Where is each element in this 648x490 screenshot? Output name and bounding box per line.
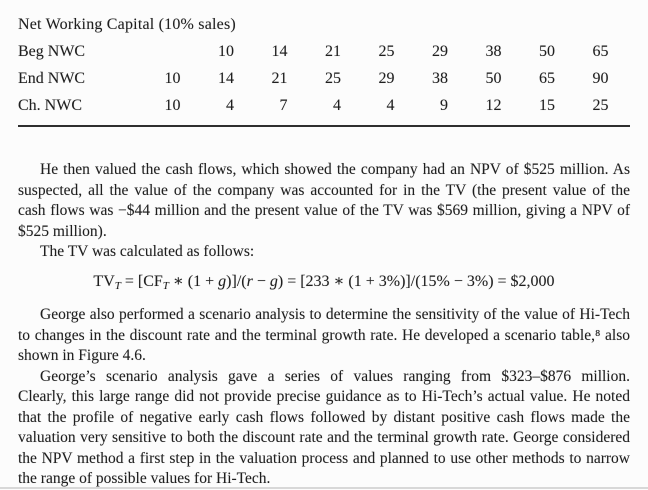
table-cell: 25	[378, 43, 395, 60]
table-cell: 38	[485, 43, 502, 60]
nwc-table-title: Net Working Capital (10% sales)	[18, 16, 236, 33]
text-line: to changes in the discount rate and the …	[18, 326, 630, 344]
text-line: that the profile of negative early cash …	[18, 408, 630, 426]
paragraph: The TV was calculated as follows:	[18, 242, 630, 263]
nwc-table-rows: Beg NWC 10 14 21 25 29 38 50 65 End NWC 10 14 21 25 29…	[18, 44, 630, 125]
table-cell: 14	[218, 70, 234, 87]
text-line: George also performed a scenario analysi…	[40, 306, 630, 323]
text-line: He then valued the cash flows, which sho…	[40, 161, 630, 178]
text-line: valuation very sensitive to both the dis…	[18, 429, 630, 446]
row-label: Ch. NWC	[18, 97, 82, 114]
text-line: $525 million).	[18, 222, 107, 240]
table-cell: 7	[279, 97, 288, 114]
table-row: Ch. NWC 10 4 7 4 4 9 12 15 25	[18, 98, 630, 125]
body-text: He then valued the cash flows, which sho…	[18, 160, 630, 490]
nwc-table: Net Working Capital (10% sales) Beg NWC 1…	[18, 17, 630, 127]
tv-formula: TVT = [CFT ∗ (1 + g)]/(r − g) = [233 ∗ (…	[18, 272, 630, 297]
table-cell: 10	[164, 97, 181, 114]
table-cell: 4	[226, 97, 234, 114]
table-cell: 21	[271, 70, 288, 87]
table-cell: 25	[592, 97, 609, 114]
text-line: the range of possible values for Hi-Tech…	[18, 470, 271, 487]
text-line: The TV was calculated as follows:	[40, 243, 255, 260]
text-line: Clearly, this large range did not provid…	[18, 388, 630, 405]
text-line: shown in Figure 4.6.	[18, 347, 146, 364]
formula-segment: TV	[93, 272, 115, 290]
row-label: End NWC	[18, 70, 86, 87]
table-cell: 50	[539, 43, 555, 60]
table-cell: 65	[592, 43, 609, 60]
table-row: Beg NWC 10 14 21 25 29 38 50 65	[18, 44, 630, 71]
table-cell: 50	[485, 70, 502, 87]
paragraph: George also performed a scenario analysi…	[18, 305, 630, 367]
text-line: George’s scenario analysis gave a series…	[40, 367, 630, 385]
formula-segment: g	[218, 272, 227, 290]
formula-segment: T	[114, 279, 121, 292]
text-line: the NPV method a first step in the valua…	[18, 449, 630, 467]
table-row: End NWC 10 14 21 25 29 38 50 65 90	[18, 71, 630, 98]
table-cell: 14	[271, 43, 288, 60]
formula-segment: ) = [233 ∗ (1 + 3%)]/(15% − 3%) = $2,000	[277, 272, 555, 290]
text-line: suspected, all the value of the company …	[18, 181, 630, 199]
paragraph: He then valued the cash flows, which sho…	[18, 160, 630, 242]
formula-segment: −	[252, 272, 270, 290]
formula-segment: = [CF	[120, 272, 163, 290]
text-line: cash flows was −$44 million and the pres…	[18, 202, 630, 219]
table-cell: 90	[592, 70, 609, 87]
table-cell: 21	[325, 43, 341, 60]
table-cell: 65	[539, 70, 555, 87]
formula-segment: ∗ (1 +	[168, 272, 219, 290]
table-cell: 12	[485, 97, 502, 114]
table-cell: 10	[164, 70, 181, 87]
table-cell: 4	[333, 97, 341, 114]
table-cell: 15	[539, 97, 555, 114]
table-cell: 25	[325, 70, 341, 87]
table-bottom-rule	[18, 125, 630, 127]
table-cell: 10	[218, 43, 234, 60]
row-label: Beg NWC	[18, 43, 86, 60]
formula-segment: r	[246, 272, 253, 290]
bottom-edge-line	[0, 487, 648, 489]
table-cell: 29	[432, 43, 448, 60]
formula-segment: )]/(	[226, 272, 247, 290]
table-cell: 29	[378, 70, 395, 87]
paragraph: George’s scenario analysis gave a series…	[18, 367, 630, 490]
formula-segment: g	[269, 272, 278, 290]
table-cell: 4	[386, 97, 395, 114]
formula-segment: T	[162, 279, 169, 292]
table-cell: 9	[440, 97, 448, 114]
table-cell: 38	[432, 70, 448, 87]
